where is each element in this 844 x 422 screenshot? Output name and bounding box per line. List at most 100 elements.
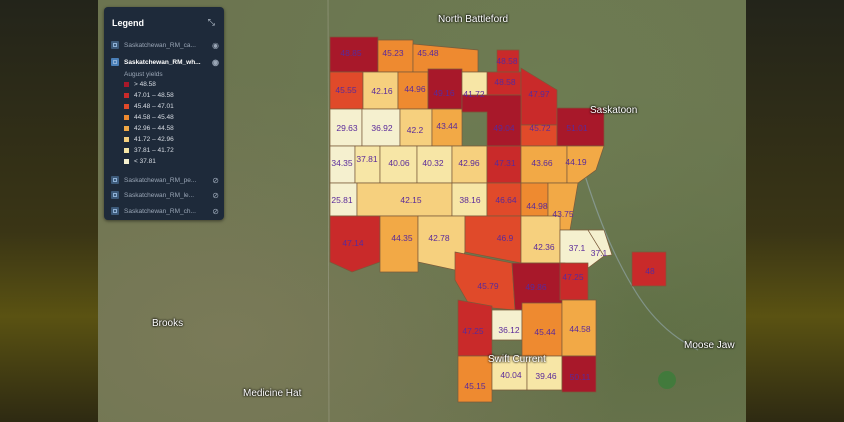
layer-label: Saskatchewan_RM_ca...: [124, 41, 196, 49]
rm-region-label: 47.97: [528, 89, 550, 99]
class-swatch: [124, 148, 129, 153]
map-svg[interactable]: 48.85 45.23 45.48 48.58 48.58 45.55 42.16 44.96…: [98, 0, 746, 422]
legend-layer-item[interactable]: Saskatchewan_RM_ca... ◉: [111, 39, 219, 51]
place-label: Swift Current: [488, 354, 546, 365]
rm-region-label: 44.19: [565, 157, 587, 167]
place-label: Brooks: [152, 318, 184, 329]
background-left: [0, 0, 98, 422]
rm-region[interactable]: [354, 145, 381, 184]
rm-region-label: 40.06: [388, 158, 410, 168]
legend-class: 41.72 – 42.96: [124, 135, 174, 144]
rm-region-label: 45.44: [534, 327, 556, 337]
rm-region-label: 29.63: [336, 123, 358, 133]
class-swatch: [124, 93, 129, 98]
rm-region-label: 44.35: [391, 233, 413, 243]
legend-title: Legend: [112, 18, 145, 28]
rm-region[interactable]: [454, 251, 516, 311]
rm-region-label: 44.98: [526, 201, 548, 211]
legend-layer-item[interactable]: Saskatchewan_RM_ch... ⊘: [111, 205, 219, 217]
rm-region[interactable]: [520, 182, 549, 217]
rm-region-label: 41.72: [463, 89, 485, 99]
rm-region-label: 45.72: [529, 123, 551, 133]
rm-region[interactable]: [566, 145, 605, 184]
rm-region-label: 45.15: [464, 381, 486, 391]
collapse-icon[interactable]: ⤡: [207, 17, 215, 27]
map-canvas[interactable]: 48.85 45.23 45.48 48.58 48.58 45.55 42.16 44.96…: [98, 0, 746, 422]
rm-region[interactable]: [561, 355, 597, 393]
layer-label: Saskatchewan_RM_le...: [124, 191, 195, 199]
legend-class: 45.48 – 47.01: [124, 102, 174, 111]
rm-region-label: 42.16: [371, 86, 393, 96]
rm-region[interactable]: [520, 215, 561, 264]
rm-region-label: 39.46: [535, 371, 557, 381]
rm-region-label: 40.32: [422, 158, 444, 168]
rm-region-label: 47.25: [562, 272, 584, 282]
class-swatch: [124, 137, 129, 142]
legend-class: 37.81 – 41.72: [124, 146, 174, 155]
visibility-off-icon[interactable]: ⊘: [212, 190, 219, 200]
rm-region-label: 40.04: [500, 370, 522, 380]
rm-region-label: 42.96: [458, 158, 480, 168]
class-swatch: [124, 82, 129, 87]
rm-region-label: 43.44: [436, 121, 458, 131]
place-label: Moose Jaw: [684, 340, 735, 351]
rm-region[interactable]: [379, 215, 419, 273]
rm-region-label: 36.12: [498, 325, 520, 335]
legend-layer-item[interactable]: Saskatchewan_RM_pe... ⊘: [111, 174, 219, 186]
legend-panel: Legend ⤡ Saskatchewan_RM_ca... ◉ Saskatc…: [104, 7, 224, 220]
rm-region-label: 49.04: [493, 123, 515, 133]
rm-region-label: 48.58: [494, 77, 516, 87]
rm-regions[interactable]: [329, 36, 667, 403]
rm-region-label: 43.75: [552, 209, 574, 219]
class-swatch: [124, 104, 129, 109]
rm-region-label: 42.78: [428, 233, 450, 243]
class-swatch: [124, 159, 129, 164]
layer-label: Saskatchewan_RM_pe...: [124, 176, 197, 184]
legend-layer-item[interactable]: Saskatchewan_RM_le... ⊘: [111, 189, 219, 201]
layer-label: Saskatchewan_RM_wh...: [124, 58, 201, 66]
rm-region-label: 48.85: [340, 48, 362, 58]
visibility-eye-icon[interactable]: ◉: [212, 40, 219, 50]
layer-label: Saskatchewan_RM_ch...: [124, 207, 196, 215]
visibility-eye-icon[interactable]: ◉: [212, 57, 219, 67]
place-label: Medicine Hat: [243, 388, 302, 399]
rm-region-label: 51.01: [566, 123, 588, 133]
legend-subtitle: August yields: [124, 71, 163, 78]
grid-layer-icon: [111, 58, 119, 66]
rm-region-label: 42.2: [407, 125, 424, 135]
rm-region-label: 45.55: [335, 85, 357, 95]
grid-layer-icon: [111, 207, 119, 215]
rm-region-label: 42.15: [400, 195, 422, 205]
rm-region-label: 37.1: [591, 248, 608, 258]
rm-region[interactable]: [457, 355, 493, 403]
rm-region-label: 47.31: [494, 158, 516, 168]
visibility-off-icon[interactable]: ⊘: [212, 206, 219, 216]
legend-layer-item-active[interactable]: Saskatchewan_RM_wh... ◉: [111, 56, 219, 68]
legend-class: > 48.58: [124, 80, 156, 89]
legend-class: 47.01 – 48.58: [124, 91, 174, 100]
rm-region-label: 48.58: [496, 56, 518, 66]
rm-region-label: 46.9: [497, 233, 514, 243]
legend-class: 42.96 – 44.58: [124, 124, 174, 133]
rm-region[interactable]: [559, 229, 605, 269]
rm-region-label: 44.58: [569, 324, 591, 334]
rm-region[interactable]: [631, 251, 667, 287]
class-swatch: [124, 115, 129, 120]
legend-class: < 37.81: [124, 157, 156, 166]
grid-layer-icon: [111, 41, 119, 49]
rm-region-label: 25.81: [331, 195, 353, 205]
rm-region-label: 38.16: [459, 195, 481, 205]
class-swatch: [124, 126, 129, 131]
rm-region[interactable]: [329, 215, 381, 273]
rm-region-label: 43.66: [531, 158, 553, 168]
rm-region-label: 47.14: [342, 238, 364, 248]
visibility-off-icon[interactable]: ⊘: [212, 175, 219, 185]
background-right: [746, 0, 844, 422]
rm-region-label: 44.96: [404, 84, 426, 94]
rm-region-label: 45.23: [382, 48, 404, 58]
rm-region-label: 42.36: [533, 242, 555, 252]
rm-region-label: 34.35: [331, 158, 353, 168]
rm-region-label: 47.25: [462, 326, 484, 336]
rm-region[interactable]: [587, 229, 613, 257]
rm-region[interactable]: [461, 94, 522, 147]
